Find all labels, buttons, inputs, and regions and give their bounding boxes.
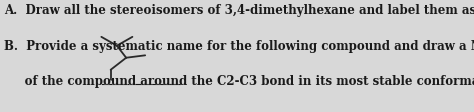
Text: of the compound: of the compound xyxy=(4,75,140,88)
Text: B.  Provide a systematic name for the following compound and draw a Newman proje: B. Provide a systematic name for the fol… xyxy=(4,39,474,52)
Text: of the compound around the C2-C3 bond: of the compound around the C2-C3 bond xyxy=(4,75,294,88)
Text: A.  Draw all the stereoisomers of 3,4-dimethylhexane and label them as chiral or: A. Draw all the stereoisomers of 3,4-dim… xyxy=(4,4,474,17)
Text: of the compound around the C2-C3 bond in its most stable conformation.: of the compound around the C2-C3 bond in… xyxy=(4,75,474,88)
